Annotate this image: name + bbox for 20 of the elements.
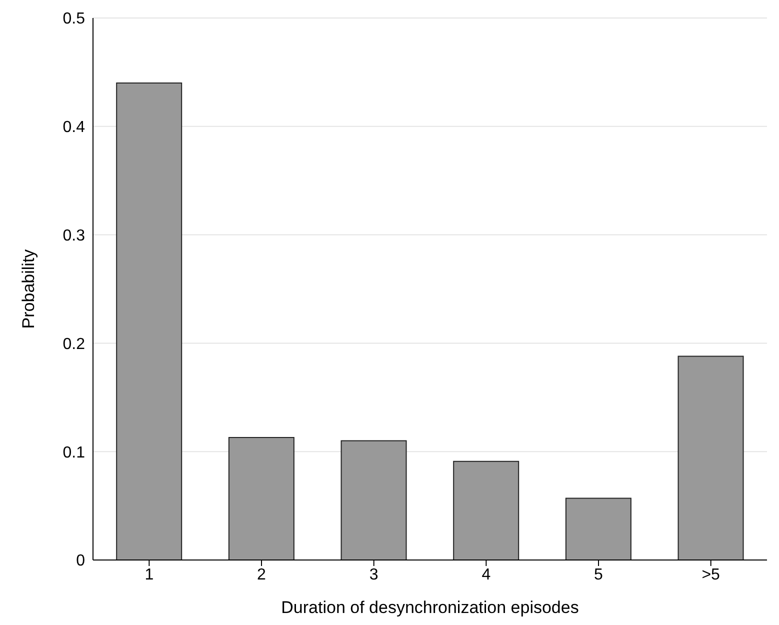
bar <box>565 498 632 560</box>
y-tick-label: 0.2 <box>62 336 86 353</box>
bar <box>678 356 744 560</box>
x-tick-label: 1 <box>144 566 154 584</box>
x-tick-label: 4 <box>482 566 491 584</box>
x-axis-title: Duration of desynchronization episodes <box>281 598 579 617</box>
y-tick-label: 0.3 <box>62 227 86 244</box>
y-tick-label: 0.5 <box>62 10 86 28</box>
y-axis-title: Probability <box>19 248 38 329</box>
y-tick-label: 0 <box>76 552 86 570</box>
bar <box>116 82 182 560</box>
x-tick-label: 5 <box>594 566 604 584</box>
x-tick-label: 3 <box>369 566 378 584</box>
bar <box>453 460 520 560</box>
bar <box>340 440 407 560</box>
y-tick-label: 0.1 <box>62 444 86 462</box>
x-tick-label: 2 <box>257 566 266 584</box>
y-tick-label: 0.4 <box>62 119 86 136</box>
bar <box>228 437 294 560</box>
x-tick-label: >5 <box>702 566 720 584</box>
